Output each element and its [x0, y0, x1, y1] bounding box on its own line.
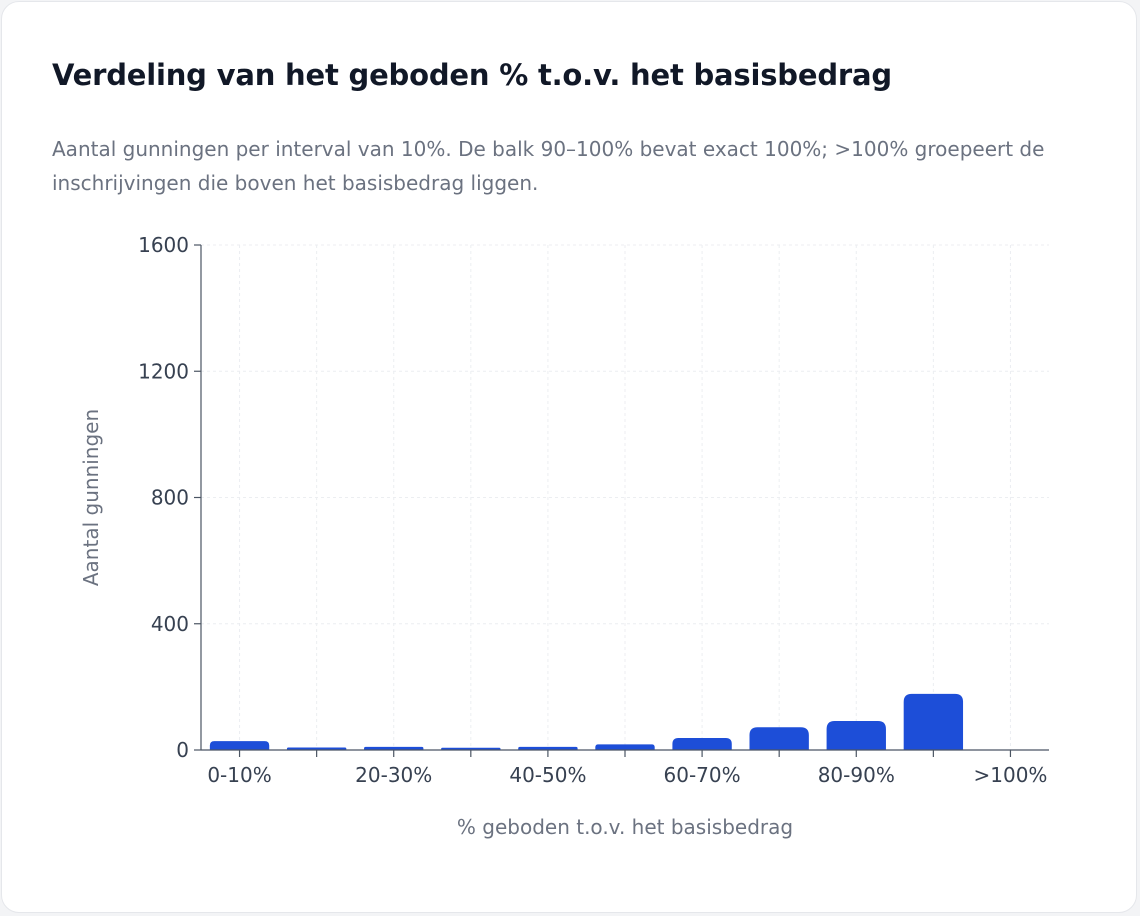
- chart-subtitle: Aantal gunningen per interval van 10%. D…: [52, 137, 1045, 195]
- x-tick-label: >100%: [973, 763, 1047, 787]
- y-tick-label: 1200: [138, 359, 189, 383]
- y-axis-title: Aantal gunningen: [79, 409, 103, 586]
- y-tick-label: 800: [151, 486, 189, 510]
- bar-50-60%[interactable]: [595, 744, 655, 750]
- y-axis-ticks: 0 400 800 1200 1600: [138, 233, 201, 762]
- x-tick-label: 20-30%: [355, 763, 432, 787]
- y-tick-label: 0: [176, 738, 189, 762]
- bar-10-20%[interactable]: [286, 747, 347, 750]
- x-tick-label: 80-90%: [818, 763, 895, 787]
- x-tick-label: 40-50%: [509, 763, 586, 787]
- bar-80-90%[interactable]: [826, 720, 886, 750]
- chart-title: Verdeling van het geboden % t.o.v. het b…: [52, 58, 892, 92]
- x-tick-label: 60-70%: [664, 763, 741, 787]
- bar-70-80%[interactable]: [749, 727, 809, 750]
- grid-lines: [201, 244, 1049, 750]
- y-tick-label: 1600: [138, 233, 189, 257]
- bar-40-50%[interactable]: [518, 746, 578, 750]
- x-axis-title: % geboden t.o.v. het basisbedrag: [457, 815, 793, 839]
- bar-0-10%[interactable]: [209, 741, 270, 750]
- bar-90-100%[interactable]: [903, 693, 964, 750]
- bar-20-30%[interactable]: [364, 746, 424, 750]
- bars: [209, 693, 964, 750]
- x-tick-label: 0-10%: [207, 763, 271, 787]
- bar-60-70%[interactable]: [672, 738, 732, 750]
- y-tick-label: 400: [151, 612, 189, 636]
- x-axis-ticks: 0-10% 20-30% 40-50% 60-70% 80-90% >100%: [207, 750, 1047, 787]
